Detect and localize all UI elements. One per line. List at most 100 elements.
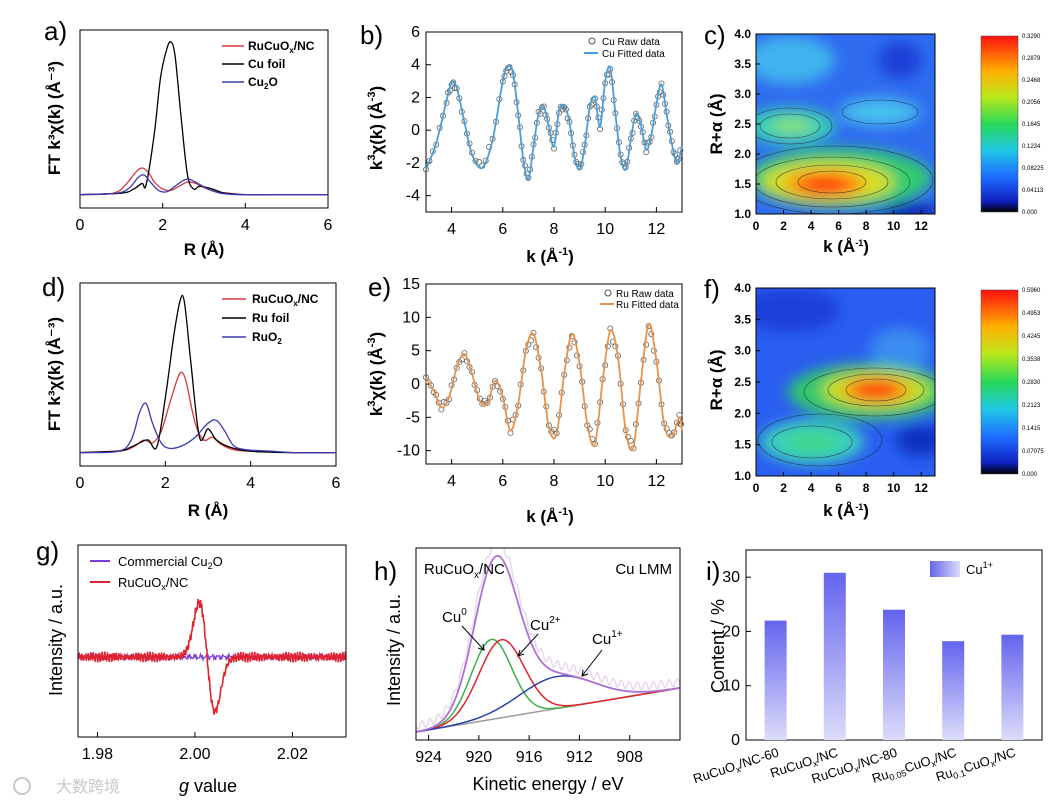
panel-f-heatmap [756, 288, 935, 476]
colorbar-label: 0.000 [1022, 472, 1038, 478]
colorbar-label: 0.2879 [1022, 56, 1041, 62]
annotation-cu2plus: Cu2+ [530, 615, 561, 634]
colorbar-label: 0.2468 [1022, 78, 1041, 84]
raw-data-point [461, 350, 468, 357]
x-tick-label: 0 [753, 219, 760, 233]
x-tick-label: 10 [887, 219, 901, 233]
legend-label: Cu Raw data [602, 37, 660, 48]
watermark-logo-icon [13, 777, 31, 795]
y-tick-label: 3.5 [734, 57, 751, 71]
colorbar-label: 0.08225 [1022, 166, 1044, 172]
legend-label: RuCuOx/NC [118, 575, 188, 592]
y-tick-label: 2.5 [734, 375, 751, 389]
legend-label: Cu2O [248, 75, 278, 91]
y-tick-label: 10 [722, 678, 740, 695]
panel-d-y-axis-title: FT k³χ(k) (Å⁻³) [45, 317, 64, 431]
annotation-cu0: Cu0 [442, 607, 467, 626]
panel-d-frame [79, 282, 337, 467]
x-tick-label: 6 [498, 221, 507, 238]
raw-spectrum [416, 548, 680, 731]
x-tick-label: 12 [915, 481, 929, 495]
panel-d-x-ticks: 0 2 4 6 [76, 461, 341, 492]
panel-c: c) [704, 20, 1044, 256]
panel-c-ticks: 0 2 4 6 8 10 12 1.0 1.5 2.0 2.5 3.0 3.5 4.0 [734, 27, 928, 233]
panel-g-x-ticks: 1.98 2.00 2.02 [82, 732, 308, 763]
x-tick-label: 6 [498, 473, 507, 490]
colorbar-label: 0.1234 [1022, 144, 1041, 150]
x-tick-label: 2.02 [277, 746, 308, 763]
panel-h: h) 924 920 916 912 908 RuCuOx/NC Cu LMM Cu0 … [374, 547, 681, 794]
legend-label: RuCuOx/NC [248, 39, 315, 55]
x-tick-label: 4 [447, 473, 456, 490]
x-tick-label: 1.98 [82, 746, 113, 763]
panel-f-letter: f) [704, 274, 720, 304]
raw-data-point [586, 426, 593, 433]
x-tick-label: 2 [780, 219, 787, 233]
series-line-component [416, 638, 680, 733]
series-line-ru-foil [79, 294, 337, 454]
legend-marker [588, 37, 596, 45]
y-tick-label: -10 [397, 443, 420, 460]
colorbar-label: 0.2123 [1022, 403, 1041, 409]
panel-h-frame [415, 547, 681, 741]
legend-label: Cu Fitted data [602, 49, 665, 60]
y-tick-label: 5 [411, 343, 420, 360]
y-tick-label: -2 [406, 155, 420, 172]
panel-e-series [422, 323, 685, 452]
colorbar-label: 0.4953 [1022, 311, 1041, 317]
panel-a: a) 0 2 4 6 R (Å) FT k³χ(k) (Å⁻³) RuCuOx/NC … [44, 16, 333, 259]
raw-data-point [627, 437, 634, 444]
panel-f-colorbar [980, 289, 1019, 475]
panel-g-series [78, 598, 346, 715]
panel-i-legend-label: Cu1+ [966, 560, 993, 577]
fitted-line [425, 64, 683, 181]
x-tick-label: 4 [241, 217, 250, 234]
y-tick-label: 10 [402, 309, 420, 326]
y-tick-label: 1.0 [734, 469, 751, 483]
x-tick-label: 8 [863, 219, 870, 233]
x-tick-label: 6 [332, 475, 341, 492]
panel-e-frame [425, 283, 683, 465]
panel-e-y-axis-title: k3χ(k) (Å-3) [366, 332, 386, 416]
x-tick-label: 924 [415, 749, 442, 766]
y-tick-label: 2 [411, 89, 420, 106]
panel-g-y-axis-title: Intensity / a.u. [46, 584, 66, 696]
y-tick-label: 3.5 [734, 312, 751, 326]
panel-f-ticks: 0 2 4 6 8 10 12 1.0 1.5 2.0 2.5 3.0 3.5 4.0 [734, 281, 928, 495]
y-tick-label: -4 [406, 188, 420, 205]
x-tick-label: 0 [753, 481, 760, 495]
legend-label: Cu foil [248, 57, 285, 71]
panel-f-x-axis-title: k (Å-1) [823, 501, 869, 520]
legend-label: Commercial Cu2O [118, 554, 223, 571]
panel-a-x-axis-title: R (Å) [184, 240, 225, 259]
panel-c-colorbar [980, 35, 1019, 213]
watermark: 大数跨境 [13, 777, 120, 796]
panel-h-title-right: Cu LMM [615, 561, 672, 578]
x-tick-label: 2 [158, 217, 167, 234]
colorbar-label: 0.04113 [1022, 188, 1044, 194]
raw-data-point [422, 166, 429, 173]
colorbar-label: 0.5960 [1022, 288, 1041, 294]
colorbar-label: 0.07075 [1022, 449, 1044, 455]
raw-data-point [525, 174, 532, 181]
panel-h-x-ticks: 924 920 916 912 908 [415, 735, 643, 766]
raw-data-point [492, 377, 499, 384]
x-axis-rest: value [189, 776, 237, 796]
x-tick-label: 2.00 [179, 746, 210, 763]
panel-a-legend: RuCuOx/NC Cu foil Cu2O [222, 39, 315, 91]
x-tick-label: 6 [324, 217, 333, 234]
y-tick-label: 2.0 [734, 406, 751, 420]
x-tick-label: 12 [915, 219, 929, 233]
colorbar-label: 0.3538 [1022, 357, 1041, 363]
x-tick-label: 6 [835, 481, 842, 495]
series-line-ruo- [79, 402, 337, 454]
panel-i-category-labels: RuCuOx/NC-60RuCuOx/NCRuCuOx/NC-80Ru0.05C… [691, 745, 1017, 787]
panel-i: i) 0 10 20 30 RuCuOx/NC-60RuCuOx/NCRuCuOx/N… [691, 549, 1043, 787]
panel-d-letter: d) [42, 272, 65, 302]
x-tick-label: 4 [808, 219, 815, 233]
x-tick-label: 8 [550, 221, 559, 238]
bar [823, 572, 846, 740]
raw-data-point [422, 374, 429, 381]
y-tick-label: 20 [722, 623, 740, 640]
y-tick-label: 1.5 [734, 177, 751, 191]
